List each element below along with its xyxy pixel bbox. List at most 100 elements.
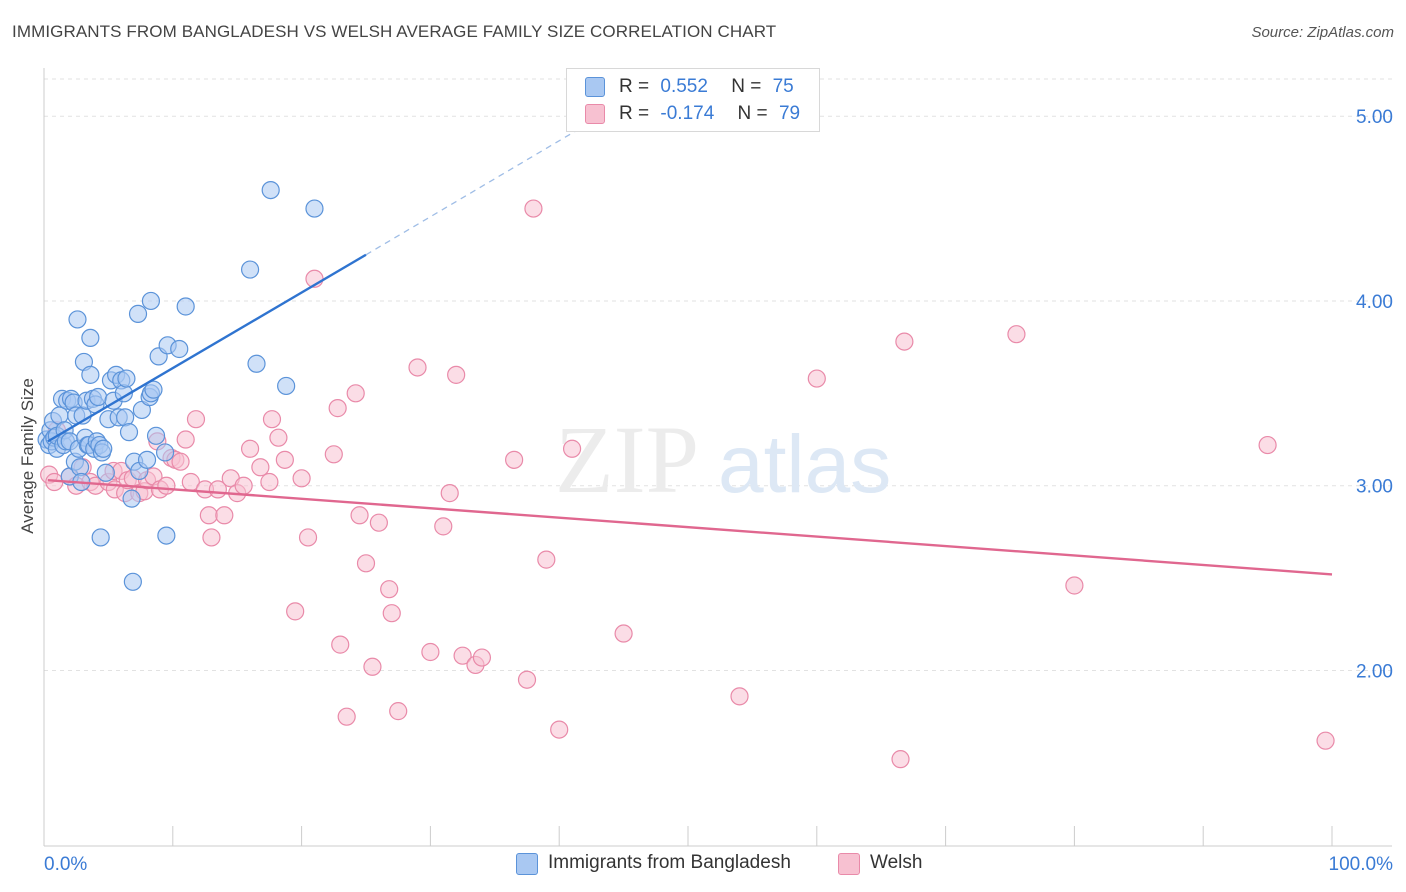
bangladesh-point: [123, 572, 142, 591]
bangladesh-point: [122, 489, 141, 508]
welsh-point: [157, 476, 176, 495]
y-tick-label: 2.00: [1356, 661, 1393, 682]
bangladesh-trend-extension: [365, 121, 592, 256]
welsh-point: [505, 450, 524, 469]
welsh-point: [356, 554, 376, 573]
welsh-point: [215, 506, 234, 525]
welsh-point: [269, 428, 288, 447]
bangladesh-point: [155, 443, 175, 462]
axes-layer: 2.00 3.00 4.00 5.00 0.0% 100.0%: [43, 68, 1394, 875]
welsh-point: [1007, 325, 1026, 344]
bangladesh-point: [81, 365, 100, 384]
welsh-point: [434, 517, 453, 536]
legend-r-value: 0.552: [660, 76, 708, 97]
bangladesh-point: [68, 310, 87, 329]
bangladesh-point: [88, 387, 108, 407]
welsh-point: [1065, 576, 1084, 595]
welsh-point: [251, 458, 270, 477]
watermark-atlas: atlas: [718, 419, 891, 510]
legend-r-label: R =: [619, 103, 650, 124]
bangladesh-point: [146, 426, 166, 445]
welsh-point: [614, 624, 633, 643]
welsh-point: [537, 550, 556, 569]
welsh-point: [186, 410, 206, 429]
bangladesh-point: [144, 380, 163, 399]
welsh-point: [331, 635, 350, 654]
welsh-point: [447, 365, 466, 384]
y-tick-label: 3.00: [1356, 477, 1393, 498]
welsh-point: [891, 750, 910, 769]
legend-label-welsh: Welsh: [870, 852, 923, 873]
welsh-point: [517, 670, 537, 689]
points-layer: [37, 180, 1335, 769]
welsh-point: [562, 439, 582, 458]
welsh-point: [202, 528, 221, 547]
x-tick-label-max: 100.0%: [1329, 854, 1394, 875]
bangladesh-point: [91, 528, 110, 547]
welsh-point: [389, 702, 408, 721]
welsh-point: [730, 687, 749, 706]
welsh-point: [550, 720, 569, 739]
bangladesh-trend-line: [47, 253, 367, 443]
legend-label-bangladesh: Immigrants from Bangladesh: [548, 852, 791, 873]
legend-r-label: R =: [619, 76, 650, 97]
legend-n-value: 79: [778, 103, 801, 124]
chart-title: IMMIGRANTS FROM BANGLADESH VS WELSH AVER…: [12, 22, 777, 41]
welsh-point: [275, 450, 294, 469]
welsh-point: [350, 506, 369, 525]
watermark-zip: ZIP: [555, 406, 699, 513]
welsh-point: [369, 513, 388, 532]
welsh-point: [298, 528, 318, 547]
welsh-point: [292, 469, 311, 488]
y-tick-label: 4.00: [1356, 292, 1393, 313]
legend-n-value: 75: [772, 76, 794, 97]
legend-swatch-blue: [516, 853, 538, 875]
welsh-point: [453, 646, 472, 665]
bangladesh-point: [277, 376, 296, 396]
welsh-point: [240, 439, 260, 458]
welsh-point: [440, 484, 459, 503]
bangladesh-point: [117, 369, 136, 388]
bangladesh-point: [119, 423, 139, 442]
welsh-point: [199, 506, 218, 525]
bangladesh-point: [176, 297, 195, 316]
legend-n-label: N =: [731, 76, 762, 97]
welsh-point: [337, 707, 356, 726]
legend-swatch-blue: [585, 77, 605, 97]
welsh-point: [524, 199, 543, 218]
welsh-point: [408, 358, 427, 377]
welsh-point: [328, 399, 347, 418]
welsh-point: [262, 410, 282, 429]
welsh-point: [176, 430, 195, 449]
welsh-point: [286, 602, 305, 621]
bangladesh-point: [305, 199, 324, 218]
welsh-point: [421, 642, 440, 662]
welsh-point: [382, 604, 401, 623]
trend-layer: [47, 121, 1333, 576]
bangladesh-point: [137, 450, 157, 469]
welsh-point: [807, 369, 826, 388]
legend-r-value: -0.174: [660, 103, 715, 124]
bangladesh-point: [261, 180, 280, 200]
welsh-point: [346, 384, 365, 403]
welsh-point: [324, 445, 343, 464]
bangladesh-point: [247, 354, 266, 373]
welsh-point: [1258, 435, 1277, 455]
welsh-point: [895, 332, 914, 351]
y-axis-label: Average Family Size: [18, 378, 37, 534]
legend-swatch-pink: [838, 853, 860, 875]
source-label: Source: ZipAtlas.com: [1251, 24, 1394, 41]
legend-swatch-pink: [585, 104, 605, 124]
bangladesh-point: [157, 526, 176, 545]
welsh-point: [234, 476, 253, 495]
bangladesh-point: [170, 339, 189, 359]
welsh-point: [1316, 731, 1335, 750]
bangladesh-point: [141, 291, 161, 311]
bangladesh-point: [96, 463, 115, 482]
welsh-point: [363, 657, 382, 676]
x-tick-label-min: 0.0%: [44, 854, 87, 875]
welsh-trend-line: [47, 478, 1333, 576]
welsh-point: [472, 648, 492, 667]
welsh-point: [260, 472, 279, 492]
